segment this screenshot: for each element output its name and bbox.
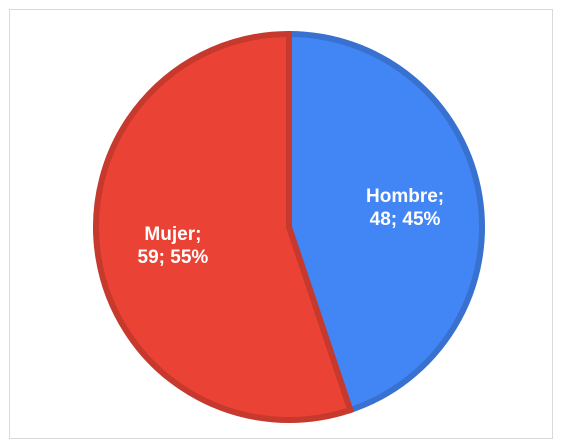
pie-slice: [93, 30, 355, 423]
slice-label: Mujer; 59; 55%: [138, 223, 209, 269]
slice-label-name: Hombre;: [366, 186, 445, 208]
slice-label-value: 59; 55%: [137, 246, 209, 268]
pie-slice: [286, 30, 485, 414]
slice-label-value: 48; 45%: [369, 209, 441, 231]
slice-label: Hombre; 48; 45%: [366, 185, 444, 231]
slice-label-name: Mujer;: [144, 223, 202, 245]
